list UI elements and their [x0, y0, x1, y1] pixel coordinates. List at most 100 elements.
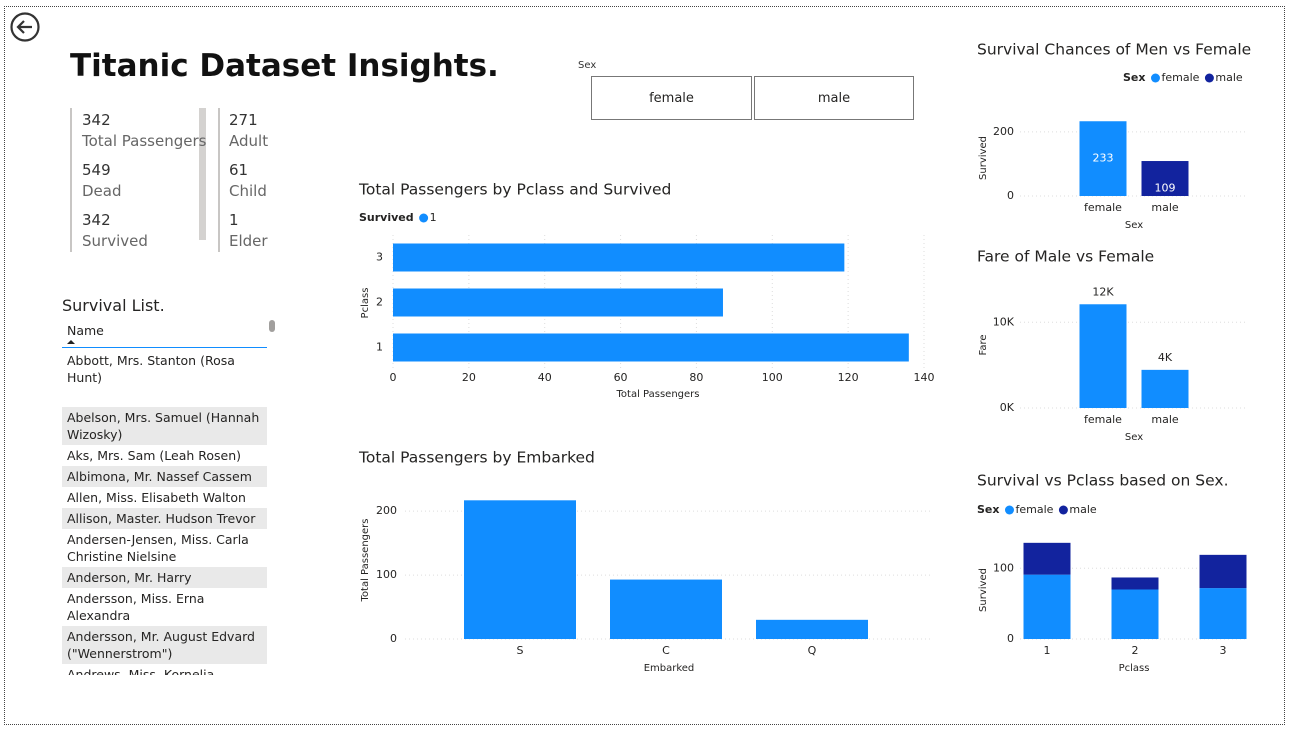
- x-tick-label: 140: [914, 371, 935, 384]
- x-tick-label: S: [517, 644, 524, 657]
- bar: [393, 333, 909, 362]
- bar: [1111, 577, 1159, 590]
- x-tick-label: female: [1084, 413, 1122, 426]
- list-row: Allison, Master. Hudson Trevor: [62, 508, 267, 529]
- legend-title: Survived: [359, 211, 414, 224]
- legend-item: female: [1161, 71, 1199, 84]
- y-tick-label: 0: [390, 632, 397, 645]
- x-tick-label: female: [1084, 201, 1122, 214]
- sort-arrow: [67, 340, 75, 344]
- x-tick-label: 3: [1220, 644, 1227, 657]
- x-tick-label: 0: [390, 371, 397, 384]
- x-tick-label: 40: [538, 371, 552, 384]
- card-scrollbar: [199, 108, 206, 240]
- y-tick-label: 100: [376, 568, 397, 581]
- data-label: 4K: [1158, 351, 1173, 364]
- list-row: Aks, Mrs. Sam (Leah Rosen): [67, 448, 242, 463]
- x-tick-label: 1: [1044, 644, 1051, 657]
- bar: [1199, 554, 1247, 589]
- x-tick-label: 2: [1132, 644, 1139, 657]
- list-scrollbar[interactable]: [269, 320, 275, 332]
- card-value: 61: [229, 161, 249, 179]
- x-tick-label: 80: [689, 371, 703, 384]
- card-label: Dead: [82, 182, 122, 200]
- list-row: Andersson, Mr. August Edvard ("Wennerstr…: [62, 626, 267, 664]
- bar: [393, 288, 723, 317]
- bar: [1141, 161, 1189, 196]
- list-row: Abbott, Mrs. Stanton (Rosa Hunt): [67, 353, 235, 385]
- y-tick-label: 100: [993, 561, 1014, 574]
- y-axis-label: Survived: [978, 568, 989, 612]
- x-tick-label: 100: [762, 371, 783, 384]
- y-tick-label: 0: [1007, 189, 1014, 202]
- list-row: Allen, Miss. Elisabeth Walton: [67, 490, 246, 505]
- card-divider: [218, 108, 220, 252]
- list-row: Albimona, Mr. Nassef Cassem: [62, 466, 267, 487]
- x-axis-label: Sex: [1125, 220, 1143, 231]
- y-tick-label: 2: [376, 296, 383, 309]
- x-tick-label: male: [1151, 413, 1179, 426]
- bar: [393, 243, 845, 272]
- bar: [1023, 574, 1071, 639]
- legend-marker: [419, 213, 429, 223]
- header-underline: [62, 347, 267, 348]
- card-label: Child: [229, 182, 267, 200]
- x-axis-label: Embarked: [644, 663, 695, 674]
- card-label: Survived: [82, 232, 148, 250]
- list-row: Andrews, Miss. Kornelia Theodosia: [67, 667, 215, 675]
- bar: [464, 500, 576, 639]
- y-tick-label: 200: [376, 504, 397, 517]
- y-axis-label: Survived: [978, 136, 989, 180]
- data-label: 233: [1093, 152, 1114, 165]
- bar: [610, 579, 722, 639]
- y-tick-label: 0: [1007, 632, 1014, 645]
- card-label: Total Passengers: [82, 132, 207, 150]
- y-axis-label: Total Passengers: [360, 519, 371, 603]
- card-value: 342: [82, 211, 111, 229]
- bar: [1199, 588, 1247, 639]
- y-tick-label: 1: [376, 341, 383, 354]
- x-tick-label: 120: [838, 371, 859, 384]
- list-row: Anderson, Mr. Harry: [62, 567, 267, 588]
- data-label: 109: [1155, 182, 1176, 195]
- bar: [1079, 304, 1127, 408]
- survival-list: Abbott, Mrs. Stanton (Rosa Hunt) Abelson,…: [62, 350, 267, 675]
- y-tick-label: 0K: [1000, 401, 1015, 414]
- legend-marker: [1004, 505, 1014, 515]
- bar: [756, 619, 868, 639]
- legend-item: male: [1215, 71, 1243, 84]
- legend-marker: [1058, 505, 1068, 515]
- list-row: Abelson, Mrs. Samuel (Hannah Wizosky): [62, 407, 267, 445]
- legend-marker: [1150, 73, 1160, 83]
- card-label: Adult: [229, 132, 269, 150]
- canvas-frame: [4, 6, 1285, 725]
- chart-title: Survival vs Pclass based on Sex.: [977, 472, 1229, 490]
- y-axis-label: Fare: [978, 334, 989, 355]
- bar: [1079, 121, 1127, 196]
- slicer-label: Sex: [578, 60, 597, 71]
- x-tick-label: male: [1151, 201, 1179, 214]
- slicer-option[interactable]: female: [591, 76, 752, 120]
- card-value: 342: [82, 111, 111, 129]
- bar: [1111, 589, 1159, 639]
- bar: [1141, 369, 1189, 408]
- x-tick-label: C: [662, 644, 670, 657]
- slicer-option[interactable]: male: [754, 76, 914, 120]
- y-tick-label: 3: [376, 251, 383, 264]
- back-button[interactable]: [9, 11, 41, 43]
- list-row: Andersen-Jensen, Miss. Carla Christine N…: [67, 532, 249, 564]
- card-value: 549: [82, 161, 111, 179]
- card-value: 271: [229, 111, 258, 129]
- y-tick-label: 200: [993, 125, 1014, 138]
- chart-title: Total Passengers by Embarked: [358, 449, 595, 467]
- card-value: 1: [229, 211, 239, 229]
- x-tick-label: 20: [462, 371, 476, 384]
- x-tick-label: 60: [614, 371, 628, 384]
- legend-item: female: [1015, 503, 1053, 516]
- legend-title: Sex: [1123, 71, 1145, 84]
- x-axis-label: Sex: [1125, 432, 1143, 443]
- data-label: 12K: [1092, 285, 1114, 298]
- legend-marker: [1204, 73, 1214, 83]
- list-row: Andersson, Miss. Erna Alexandra: [67, 591, 205, 623]
- list-header[interactable]: Name: [67, 323, 104, 338]
